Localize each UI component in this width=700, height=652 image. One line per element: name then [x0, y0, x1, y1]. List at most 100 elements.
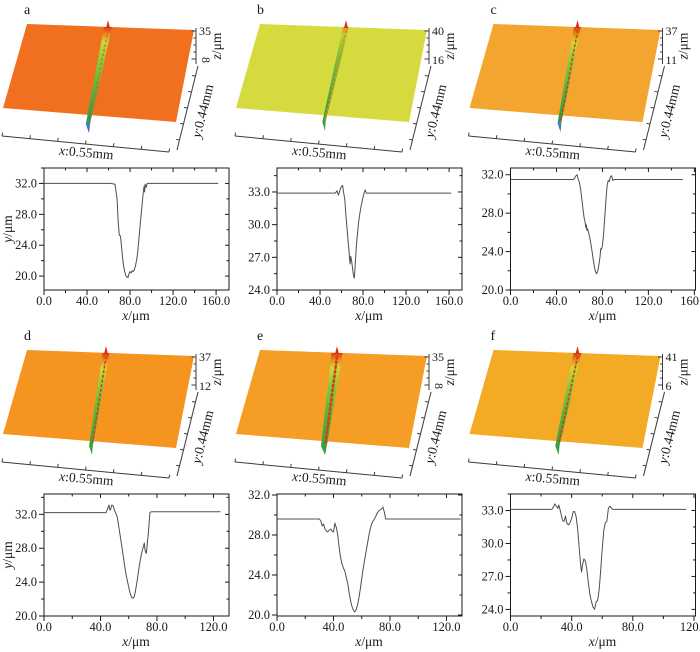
- panel-letter: a: [24, 3, 31, 18]
- plot-frame: [276, 167, 463, 291]
- z-tick-mid: 12: [199, 379, 211, 393]
- plot-ticks: [272, 494, 462, 621]
- svg-text:24.0: 24.0: [15, 238, 37, 252]
- svg-text:120.0: 120.0: [392, 294, 420, 308]
- z-tick-mid: 6: [666, 379, 672, 393]
- plot-frame: [510, 167, 696, 291]
- z-axis-label: z/μm: [676, 358, 691, 386]
- svg-text:0.0: 0.0: [503, 620, 519, 634]
- axis-ticks: [234, 356, 429, 479]
- z-tick-mid: 8: [199, 57, 213, 63]
- plot-tick-labels: 0.0 40.0 80.0 120.0 160.0 20.0 24.0 28.0 32.0: [15, 176, 230, 308]
- plot-frame: [276, 493, 463, 617]
- svg-text:33.0: 33.0: [248, 185, 270, 199]
- groove-speckle: [88, 30, 109, 122]
- x-axis-label: x:0.55mm: [291, 469, 348, 489]
- y-axis-label: y:0.44mm: [655, 82, 683, 141]
- svg-text:120.0: 120.0: [432, 620, 460, 634]
- svg-text:28.0: 28.0: [482, 206, 504, 220]
- plot-tick-labels: 0.0 40.0 80.0 120.0 160.0 24.0 27.0 30.0 33.0: [248, 185, 463, 308]
- z-axis-label: z/μm: [209, 32, 224, 60]
- axis-ticks: [468, 356, 663, 479]
- plot-tick-labels: 0.0 40.0 80.0 120.0 160.0 20.0 24.0 28.0 32.0: [482, 168, 700, 308]
- groove-speckle: [324, 355, 339, 445]
- x-axis-label: x/μm: [588, 634, 617, 649]
- svg-text:80.0: 80.0: [352, 294, 374, 308]
- x-axis-label: x/μm: [121, 308, 150, 323]
- groove-stripe: [555, 353, 582, 455]
- panel-d-profile-plot: 0.0 40.0 80.0 120.0 20.0 24.0 28.0 32.0 x/μm y/…: [0, 493, 230, 649]
- svg-text:0.0: 0.0: [269, 294, 285, 308]
- y-axis-label: y:0.44mm: [188, 408, 216, 467]
- svg-text:80.0: 80.0: [622, 620, 644, 634]
- svg-text:40.0: 40.0: [546, 294, 568, 308]
- axis-ticks: [1, 30, 196, 153]
- groove-top-flame: [575, 346, 580, 354]
- x-axis-label: x/μm: [354, 308, 383, 323]
- svg-text:0.0: 0.0: [269, 620, 285, 634]
- profile-trace: [277, 184, 452, 279]
- svg-text:32.0: 32.0: [15, 507, 37, 521]
- panel-letter: b: [257, 3, 264, 18]
- svg-text:28.0: 28.0: [248, 528, 270, 542]
- svg-text:80.0: 80.0: [379, 620, 401, 634]
- svg-text:27.0: 27.0: [482, 569, 504, 583]
- svg-text:33.0: 33.0: [482, 503, 504, 517]
- surface-quad: [469, 24, 661, 122]
- axis-ticks: [1, 356, 196, 479]
- profile-trace: [44, 182, 219, 279]
- svg-text:120.0: 120.0: [634, 294, 662, 308]
- z-tick-top: 37: [666, 24, 678, 38]
- z-tick-mid: 16: [432, 53, 444, 67]
- svg-text:24.0: 24.0: [248, 568, 270, 582]
- plot-ticks: [272, 168, 462, 295]
- groove-speckle: [324, 30, 347, 120]
- panel-c-profile-plot: 0.0 40.0 80.0 120.0 160.0 20.0 24.0 28.0 32.0 x/…: [482, 167, 700, 323]
- x-axis-label: x/μm: [588, 308, 617, 323]
- svg-text:120.0: 120.0: [199, 620, 227, 634]
- panel-letter: f: [491, 329, 496, 344]
- svg-text:160.0: 160.0: [435, 294, 463, 308]
- svg-text:24.0: 24.0: [15, 575, 37, 589]
- z-axis-label: z/μm: [676, 32, 691, 60]
- profile-trace: [44, 504, 221, 599]
- groove-speckle: [560, 30, 579, 121]
- z-tick-top: 40: [432, 24, 444, 38]
- svg-text:40.0: 40.0: [76, 294, 98, 308]
- panel-b-profile-plot: 0.0 40.0 80.0 120.0 160.0 24.0 27.0 30.0 33.0 x/…: [248, 167, 463, 323]
- x-axis-label: x:0.55mm: [58, 469, 115, 489]
- panel-f-3d-surface-plot: f 41 6 z/μm x:0.55mm y:0.44mm: [468, 329, 691, 488]
- svg-text:40.0: 40.0: [561, 620, 583, 634]
- svg-text:0.0: 0.0: [36, 620, 52, 634]
- svg-text:160.0: 160.0: [680, 294, 700, 308]
- svg-text:20.0: 20.0: [248, 608, 270, 622]
- groove-top-flame: [335, 346, 339, 354]
- svg-text:40.0: 40.0: [90, 620, 112, 634]
- svg-text:24.0: 24.0: [482, 245, 504, 259]
- svg-text:40.0: 40.0: [309, 294, 331, 308]
- z-tick-top: 37: [199, 350, 211, 364]
- z-tick-top: 35: [432, 350, 444, 364]
- panel-a-profile-plot: 0.0 40.0 80.0 120.0 160.0 20.0 24.0 28.0 32.0 x/…: [0, 167, 230, 323]
- y-axis-label: y:0.44mm: [421, 408, 449, 467]
- plot-tick-labels: 0.0 40.0 80.0 120.0 20.0 24.0 28.0 32.0: [248, 488, 460, 634]
- axis-ticks: [234, 30, 429, 153]
- svg-text:0.0: 0.0: [503, 294, 519, 308]
- svg-text:20.0: 20.0: [482, 283, 504, 297]
- svg-text:80.0: 80.0: [146, 620, 168, 634]
- z-tick-mid: 8: [432, 383, 446, 389]
- groove-speckle: [91, 356, 107, 444]
- x-axis-label: x:0.55mm: [58, 143, 115, 163]
- panel-e-profile-plot: 0.0 40.0 80.0 120.0 20.0 24.0 28.0 32.0 x/μm: [248, 488, 463, 649]
- groove-top-flame: [104, 346, 108, 354]
- panel-c-3d-surface-plot: c 37 11 z/μm x:0.55mm y:0.44mm: [468, 3, 691, 162]
- plot-ticks: [505, 168, 696, 295]
- panel-f-profile-plot: 0.0 40.0 80.0 120.0 24.0 27.0 30.0 33.0 x/μm: [482, 493, 700, 649]
- plot-tick-labels: 0.0 40.0 80.0 120.0 24.0 27.0 30.0 33.0: [482, 503, 700, 634]
- z-tick-mid: 11: [666, 53, 678, 67]
- profile-trace: [510, 174, 683, 275]
- svg-text:80.0: 80.0: [119, 294, 141, 308]
- plot-ticks: [505, 493, 696, 621]
- svg-text:32.0: 32.0: [15, 176, 37, 190]
